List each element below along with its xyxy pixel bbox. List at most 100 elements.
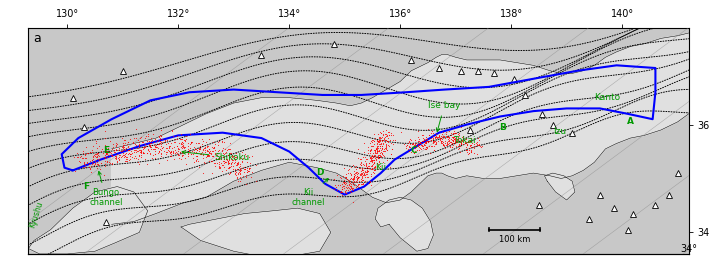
Point <box>374 139 386 143</box>
Point <box>87 160 98 164</box>
Point <box>351 174 362 178</box>
Point <box>160 152 172 156</box>
Point <box>153 135 165 140</box>
Point <box>361 157 373 161</box>
Point <box>202 144 213 149</box>
Point <box>153 134 165 139</box>
Point <box>429 143 440 148</box>
Point <box>331 185 342 190</box>
Point <box>109 147 120 152</box>
Point <box>351 164 362 168</box>
Point <box>225 161 236 165</box>
Point <box>151 145 162 149</box>
Point <box>436 135 447 139</box>
Point <box>373 144 384 148</box>
Point <box>374 142 386 146</box>
Point <box>160 142 172 146</box>
Point <box>99 159 111 164</box>
Point <box>366 154 378 158</box>
Point <box>420 141 432 146</box>
Point <box>102 155 113 159</box>
Point <box>355 172 366 177</box>
Point <box>450 144 462 148</box>
Point <box>124 146 136 151</box>
Point <box>224 170 236 175</box>
Point <box>344 187 356 191</box>
Point <box>381 158 393 162</box>
Point <box>170 148 181 152</box>
Point <box>218 159 229 163</box>
Point <box>101 152 112 157</box>
Point <box>111 155 122 159</box>
Point <box>341 185 352 190</box>
Point <box>167 151 178 156</box>
Point <box>206 154 217 158</box>
Point <box>368 170 379 174</box>
Point <box>231 161 243 165</box>
Point <box>361 175 372 179</box>
Point <box>447 139 459 143</box>
Point <box>168 139 180 144</box>
Point <box>408 144 420 148</box>
Point <box>100 150 111 155</box>
Point <box>379 140 391 144</box>
Point <box>214 165 225 169</box>
Point <box>471 141 482 146</box>
Point <box>211 153 222 157</box>
Point <box>92 160 103 164</box>
Point <box>184 150 195 155</box>
Point <box>367 140 378 144</box>
Point <box>89 161 100 165</box>
Point <box>177 152 188 157</box>
Text: Izu: Izu <box>553 127 566 136</box>
Point <box>372 139 383 143</box>
Point <box>467 144 479 149</box>
Point <box>344 179 355 184</box>
Point <box>344 170 356 175</box>
Point <box>134 150 146 154</box>
Point <box>197 148 209 152</box>
Point <box>422 146 433 150</box>
Point <box>129 142 141 146</box>
Point <box>349 183 360 187</box>
Point <box>450 138 462 143</box>
Point <box>111 152 123 156</box>
Point <box>169 137 180 141</box>
Point <box>368 153 379 157</box>
Point <box>417 146 429 150</box>
Point <box>341 187 352 192</box>
Point <box>165 154 176 158</box>
Point <box>453 142 464 147</box>
Point <box>368 160 379 165</box>
Point <box>223 172 234 176</box>
Point <box>187 152 198 156</box>
Point <box>207 154 219 158</box>
Point <box>435 140 447 144</box>
Point <box>217 139 228 143</box>
Point <box>359 179 371 183</box>
Point <box>95 149 106 153</box>
Point <box>202 148 213 152</box>
Point <box>221 168 232 172</box>
Point <box>425 144 437 148</box>
Point <box>373 155 384 160</box>
Point <box>99 136 111 140</box>
Point <box>223 161 234 165</box>
Point <box>351 184 362 189</box>
Point <box>218 157 229 162</box>
Point <box>84 167 96 171</box>
Point <box>137 151 148 155</box>
Point <box>364 164 375 169</box>
Point <box>381 132 392 137</box>
Point <box>209 161 220 166</box>
Point <box>209 150 221 155</box>
Point <box>413 129 424 133</box>
Point <box>136 140 148 145</box>
Point <box>144 143 155 148</box>
Point <box>77 151 89 155</box>
Point <box>437 130 449 134</box>
Point <box>430 132 442 137</box>
Point <box>454 138 466 143</box>
Point <box>367 155 378 160</box>
Text: Ise bay: Ise bay <box>428 101 460 132</box>
